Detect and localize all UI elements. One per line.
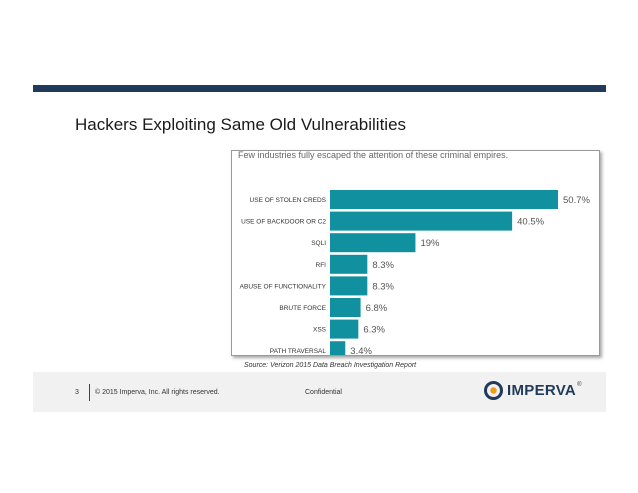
value-label: 50.7% xyxy=(563,195,590,206)
bar xyxy=(330,276,368,296)
footer-divider xyxy=(89,384,90,401)
value-label: 3.4% xyxy=(350,346,372,355)
category-label: ABUSE OF FUNCTIONALITY xyxy=(240,283,327,290)
category-label: SQLI xyxy=(311,240,326,247)
bar xyxy=(330,211,513,231)
imperva-logo: IMPERVA ® xyxy=(484,380,581,400)
category-label: RFI xyxy=(316,262,327,269)
bar xyxy=(330,341,346,355)
header-rule xyxy=(33,85,606,92)
value-label: 19% xyxy=(420,238,440,249)
chart-panel: Few industries fully escaped the attenti… xyxy=(231,150,600,356)
category-label: BRUTE FORCE xyxy=(279,305,326,312)
category-label: XSS xyxy=(313,327,327,334)
chart-marks: USE OF STOLEN CREDS 50.7% USE OF BACKDOOR … xyxy=(240,190,590,355)
bar-chart: Few industries fully escaped the attenti… xyxy=(238,151,590,355)
bar xyxy=(330,190,558,209)
logo-text: IMPERVA xyxy=(507,381,577,399)
value-label: 8.3% xyxy=(372,260,394,271)
value-label: 6.3% xyxy=(363,325,385,336)
value-label: 8.3% xyxy=(372,281,394,292)
bar xyxy=(330,298,361,317)
bar xyxy=(330,319,359,339)
bar xyxy=(330,233,416,253)
chart-source: Source: Verizon 2015 Data Breach Investi… xyxy=(244,362,417,369)
category-label: USE OF BACKDOOR OR C2 xyxy=(241,219,326,226)
imperva-logo-icon xyxy=(484,380,503,400)
registered-mark: ® xyxy=(577,382,582,388)
chart-subtitle: Few industries fully escaped the attenti… xyxy=(238,151,508,160)
copyright-text: © 2015 Imperva, Inc. All rights reserved… xyxy=(95,389,220,396)
confidential-label: Confidential xyxy=(305,389,342,396)
bar xyxy=(330,254,368,274)
category-label: USE OF STOLEN CREDS xyxy=(250,197,327,204)
footer-band xyxy=(33,372,606,412)
category-label: PATH TRAVERSAL xyxy=(270,348,327,355)
page-number: 3 xyxy=(75,389,79,396)
value-label: 40.5% xyxy=(517,217,544,228)
slide-title: Hackers Exploiting Same Old Vulnerabilit… xyxy=(75,115,407,134)
value-label: 6.8% xyxy=(366,303,388,314)
